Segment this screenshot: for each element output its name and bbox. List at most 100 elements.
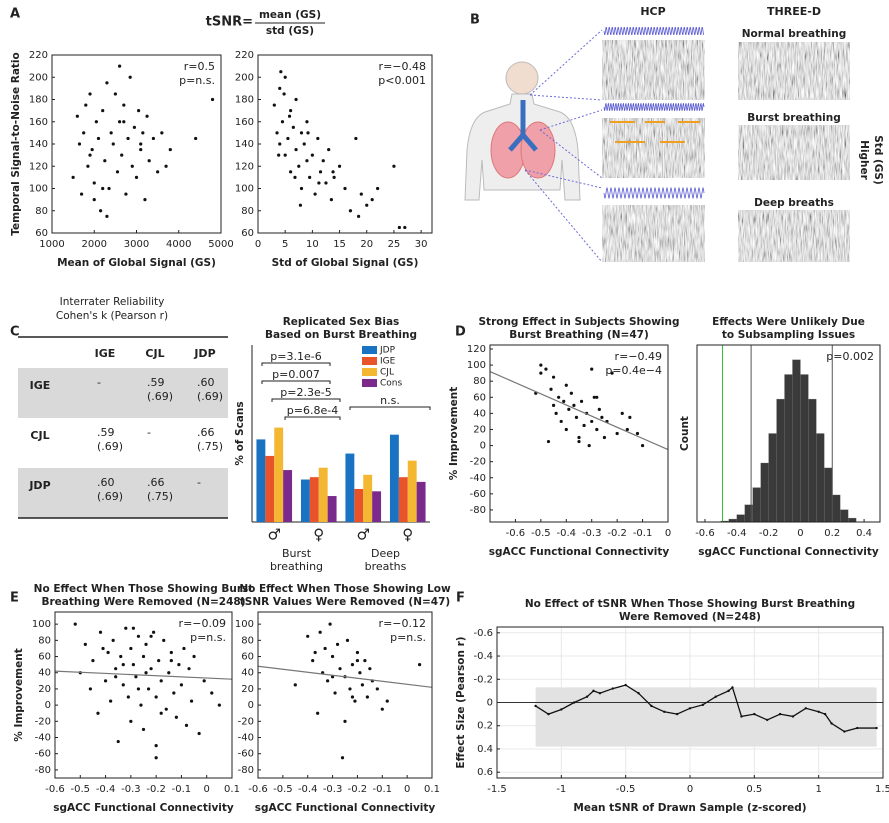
x-tick-label: 0	[687, 784, 693, 795]
scatter-point	[116, 739, 120, 744]
table-cell: (.69)	[197, 390, 223, 403]
line-point	[714, 695, 717, 698]
significance-label: n.s.	[380, 394, 400, 407]
plot-frame	[496, 626, 884, 779]
bar	[354, 488, 364, 522]
scatter-point	[162, 638, 166, 642]
scatter-point	[365, 203, 369, 207]
y-tick-label: 0.4	[477, 744, 493, 755]
x-tick-label: -0.1	[373, 784, 393, 795]
scatter-point	[602, 435, 607, 440]
scatter-point	[96, 136, 101, 141]
scatter-point	[132, 125, 136, 129]
scatter-point	[156, 170, 160, 174]
x-tick-label: -0.3	[582, 528, 602, 539]
scatter-point	[131, 663, 135, 667]
scatter-point	[595, 427, 599, 432]
y-tick-label: 100	[235, 184, 254, 195]
legend-swatch	[362, 379, 377, 387]
scatter-point	[354, 136, 358, 141]
scatter-point	[306, 634, 310, 638]
plot-frame	[489, 344, 669, 523]
table-cell: .59	[97, 426, 115, 439]
scatter-point	[126, 136, 130, 141]
scatter-point	[306, 131, 310, 135]
scatter-point	[355, 650, 360, 655]
y-tick-label: 140	[235, 139, 254, 150]
scatter-point	[403, 225, 407, 230]
x-tick-label: -0.6	[248, 784, 268, 795]
y-tick-label: 20	[241, 684, 254, 695]
scatter-point	[587, 443, 591, 448]
scatter-point	[177, 663, 181, 667]
y-axis-label: Temporal Signal-to-Noise Ratio	[10, 52, 22, 236]
histogram-bar	[768, 433, 777, 523]
table-row-bg	[18, 468, 228, 518]
x-tick-label: 0	[204, 784, 210, 795]
plot-frame	[696, 344, 881, 523]
scatter-point	[345, 638, 350, 642]
scatter-point	[554, 411, 558, 415]
condition-label: Normal breathing	[742, 28, 846, 40]
y-tick-label: -40	[470, 473, 486, 484]
x-tick-label: -0.6	[45, 784, 65, 795]
scatter-point	[640, 443, 645, 448]
scatter-point	[217, 703, 221, 707]
table-cell: (.75)	[147, 490, 173, 503]
scatter-point	[582, 423, 586, 428]
scatter-point	[79, 192, 84, 196]
scatter-point	[174, 715, 178, 719]
scatter-point	[120, 153, 124, 157]
scatter-point	[275, 131, 279, 135]
stat-annotation: p=0.002	[826, 350, 874, 363]
panel-label: B	[470, 13, 480, 28]
scatter-point	[134, 175, 139, 179]
x-tick-label: -0.5	[616, 784, 636, 795]
row-label: IGE	[30, 379, 51, 392]
legend-label: JDP	[379, 346, 396, 356]
scatter-point	[278, 142, 282, 146]
scatter-point	[590, 419, 594, 424]
scatter-point	[298, 203, 303, 207]
scatter-point	[333, 691, 337, 695]
plot-frame	[54, 611, 233, 779]
scatter-point	[546, 439, 551, 444]
y-tick-label: 60	[35, 228, 48, 239]
scatter-point	[141, 131, 145, 135]
y-tick-label: -60	[470, 489, 486, 500]
bar	[256, 439, 266, 522]
row-label: JDP	[28, 479, 50, 492]
table-cell: (.75)	[197, 440, 223, 453]
x-tick-label: -0.3	[121, 784, 141, 795]
scatter-point	[124, 626, 128, 630]
scan-image	[738, 42, 850, 100]
side-label: Higher	[858, 140, 870, 180]
legend-label: IGE	[380, 357, 396, 367]
line-point	[592, 689, 595, 693]
scatter-point	[154, 756, 158, 760]
line-point	[598, 692, 602, 695]
scatter-point	[167, 671, 171, 675]
scatter-point	[313, 192, 317, 196]
x-axis-label: sgACC Functional Connectivity	[255, 802, 436, 814]
bar	[363, 474, 373, 522]
scatter-point	[316, 136, 320, 141]
histogram-bar	[752, 487, 761, 523]
scatter-point	[71, 175, 75, 179]
panel-label: C	[10, 325, 20, 340]
y-tick-label: 160	[235, 117, 254, 128]
scatter-point	[305, 159, 309, 163]
scatter-point	[139, 703, 143, 707]
chart-title: No Effect of tSNR When Those Showing Bur…	[525, 598, 855, 610]
scan-images	[602, 40, 850, 262]
column-header: JDP	[193, 347, 215, 360]
y-tick-label: 0.6	[477, 767, 493, 778]
x-tick-label: 1	[815, 784, 821, 795]
column-header: CJL	[145, 347, 164, 360]
x-tick-label: 0	[665, 528, 671, 539]
stat-annotation: p=n.s.	[190, 631, 226, 644]
histogram-bar	[848, 517, 857, 523]
scatter-point	[597, 407, 601, 411]
scatter-point	[134, 675, 138, 679]
x-tick-label: -0.5	[71, 784, 91, 795]
